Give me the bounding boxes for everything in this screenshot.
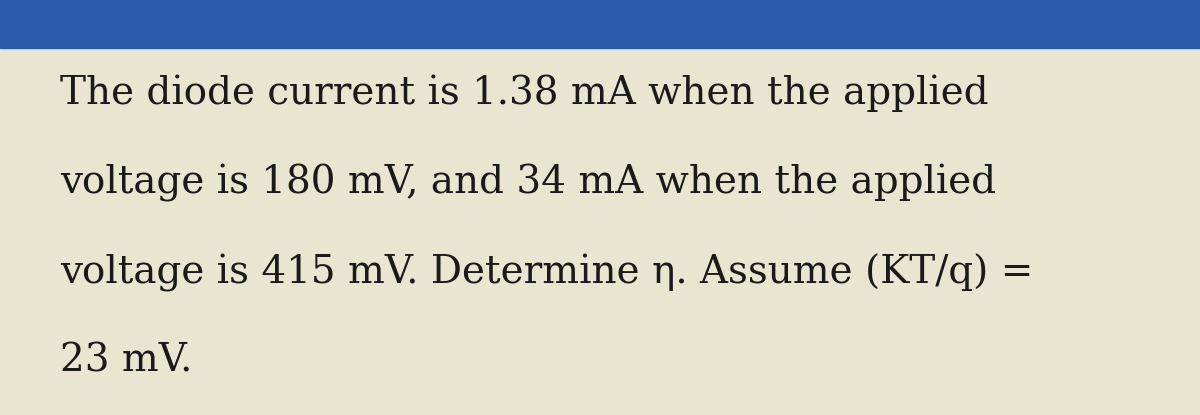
Text: The diode current is 1.38 mA when the applied: The diode current is 1.38 mA when the ap… xyxy=(60,75,989,112)
Text: voltage is 415 mV. Determine η. Assume (KT/q) =: voltage is 415 mV. Determine η. Assume (… xyxy=(60,253,1033,292)
Text: 23 mV.: 23 mV. xyxy=(60,342,192,379)
Bar xyxy=(0,0,1200,48)
Text: voltage is 180 mV, and 34 mA when the applied: voltage is 180 mV, and 34 mA when the ap… xyxy=(60,164,996,202)
